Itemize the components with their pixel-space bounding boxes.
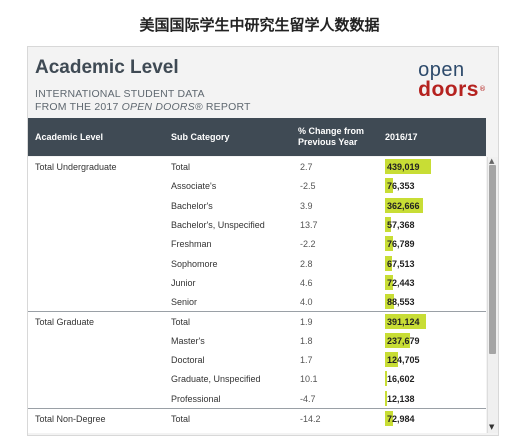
value-text: 76,353 <box>387 181 415 192</box>
value-bar <box>385 255 393 271</box>
pct-change-cell: 13.7 <box>300 219 318 230</box>
header-sub-category[interactable]: Sub Category <box>171 132 230 142</box>
value-bar <box>385 371 387 387</box>
sub-category-cell: Graduate, Unspecified <box>171 374 261 385</box>
table-row[interactable]: Junior 4.6 72,443 <box>28 273 486 292</box>
table-row[interactable]: Total Graduate Total 1.9 391,124 <box>28 311 486 331</box>
scroll-down-icon[interactable]: ▼ <box>489 423 495 431</box>
panel-title: Academic Level <box>35 57 179 78</box>
header-pct-change[interactable]: % Change from Previous Year <box>298 126 364 148</box>
logo-doors-text: doors <box>418 78 479 101</box>
value-text: 237,679 <box>387 335 420 346</box>
value-bar <box>385 236 394 252</box>
pct-change-cell: 3.9 <box>300 200 313 211</box>
pct-change-cell: 1.9 <box>300 317 313 328</box>
table-body: Total Undergraduate Total 2.7 439,019 Associ… <box>28 157 486 433</box>
sub-category-cell: Associate's <box>171 181 217 192</box>
scrollbar-thumb[interactable] <box>489 165 496 354</box>
pct-change-cell: 1.8 <box>300 335 313 346</box>
table-row[interactable]: Freshman -2.2 76,789 <box>28 234 486 253</box>
value-bar <box>385 159 431 174</box>
pct-change-cell: 2.7 <box>300 162 313 172</box>
pct-change-cell: -14.2 <box>300 413 321 424</box>
value-text: 391,124 <box>387 317 420 328</box>
value-bar <box>385 390 387 406</box>
header-pct-line2: Previous Year <box>298 137 358 147</box>
table-row[interactable]: Associate's -2.5 76,353 <box>28 176 486 195</box>
sub-category-cell: Sophomore <box>171 258 218 269</box>
value-bar <box>385 197 423 213</box>
pct-change-cell: -4.7 <box>300 393 316 404</box>
value-text: 16,602 <box>387 374 415 385</box>
value-bar <box>385 332 410 348</box>
value-text: 124,705 <box>387 355 420 365</box>
value-text: 72,443 <box>387 277 415 288</box>
table-row[interactable]: Total Non-Degree Total -14.2 72,984 <box>28 407 486 428</box>
academic-level-cell: Total Undergraduate <box>35 162 117 172</box>
subtitle-prefix: FROM THE 2017 <box>35 101 122 113</box>
header-pct-line1: % Change from <box>298 126 365 136</box>
value-bar <box>385 294 395 310</box>
logo-open-text: open <box>418 59 465 81</box>
sub-category-cell: Total <box>171 413 191 424</box>
subtitle-open-doors: OPEN DOORS® <box>121 101 203 113</box>
value-bar <box>385 352 399 367</box>
sub-category-cell: Total <box>171 162 191 172</box>
pct-change-cell: -2.2 <box>300 239 316 250</box>
value-text: 67,513 <box>387 258 415 269</box>
sub-category-cell: Bachelor's, Unspecified <box>171 219 265 230</box>
table-row[interactable]: Bachelor's, Unspecified 13.7 57,368 <box>28 215 486 234</box>
sub-category-cell: Total <box>171 317 191 328</box>
value-text: 72,984 <box>387 413 415 424</box>
panel-subtitle-line2: FROM THE 2017 OPEN DOORS® REPORT <box>35 101 251 113</box>
table-row[interactable]: Professional -4.7 12,138 <box>28 389 486 408</box>
academic-level-cell: Total Non-Degree <box>35 413 106 424</box>
header-year[interactable]: 2016/17 <box>385 132 418 142</box>
sub-category-cell: Freshman <box>171 239 212 250</box>
value-text: 88,553 <box>387 297 415 308</box>
value-text: 76,789 <box>387 239 415 250</box>
subtitle-suffix: REPORT <box>202 101 251 113</box>
academic-level-panel: Academic Level INTERNATIONAL STUDENT DAT… <box>27 46 499 436</box>
table-row[interactable]: Total Undergraduate Total 2.7 439,019 <box>28 157 486 176</box>
header-academic-level[interactable]: Academic Level <box>35 132 104 142</box>
open-doors-logo: open doors® <box>418 59 486 101</box>
table-row[interactable]: Graduate, Unspecified 10.1 16,602 <box>28 369 486 388</box>
value-text: 362,666 <box>387 200 420 211</box>
value-text: 439,019 <box>387 162 420 172</box>
table-row[interactable]: Master's 1.8 237,679 <box>28 331 486 350</box>
scroll-up-icon[interactable]: ▲ <box>489 157 495 165</box>
table-row[interactable]: Senior 4.0 88,553 <box>28 292 486 311</box>
value-bar <box>385 274 393 290</box>
academic-level-cell: Total Graduate <box>35 317 95 328</box>
logo-reg-mark: ® <box>479 85 486 93</box>
pct-change-cell: 10.1 <box>300 374 318 385</box>
sub-category-cell: Senior <box>171 297 198 308</box>
sub-category-cell: Junior <box>171 277 196 288</box>
pct-change-cell: 1.7 <box>300 355 313 365</box>
value-bar <box>385 216 391 232</box>
sub-category-cell: Master's <box>171 335 205 346</box>
value-text: 12,138 <box>387 393 415 404</box>
sub-category-cell: Professional <box>171 393 221 404</box>
value-bar <box>385 314 426 330</box>
pct-change-cell: 4.0 <box>300 297 313 308</box>
pct-change-cell: -2.5 <box>300 181 316 192</box>
panel-subtitle-line1: INTERNATIONAL STUDENT DATA <box>35 88 205 100</box>
table-row[interactable]: Bachelor's 3.9 362,666 <box>28 196 486 215</box>
page-caption: 美国国际学生中研究生留学人数数据 <box>139 16 380 34</box>
sub-category-cell: Doctoral <box>171 355 205 365</box>
table-row[interactable]: Doctoral 1.7 124,705 <box>28 350 486 369</box>
value-bar <box>385 178 393 194</box>
table-row[interactable]: Sophomore 2.8 67,513 <box>28 254 486 273</box>
sub-category-cell: Bachelor's <box>171 200 213 211</box>
table-header: Academic Level Sub Category % Change fro… <box>28 118 486 156</box>
pct-change-cell: 4.6 <box>300 277 313 288</box>
pct-change-cell: 2.8 <box>300 258 313 269</box>
value-text: 57,368 <box>387 219 415 230</box>
value-bar <box>385 410 393 426</box>
